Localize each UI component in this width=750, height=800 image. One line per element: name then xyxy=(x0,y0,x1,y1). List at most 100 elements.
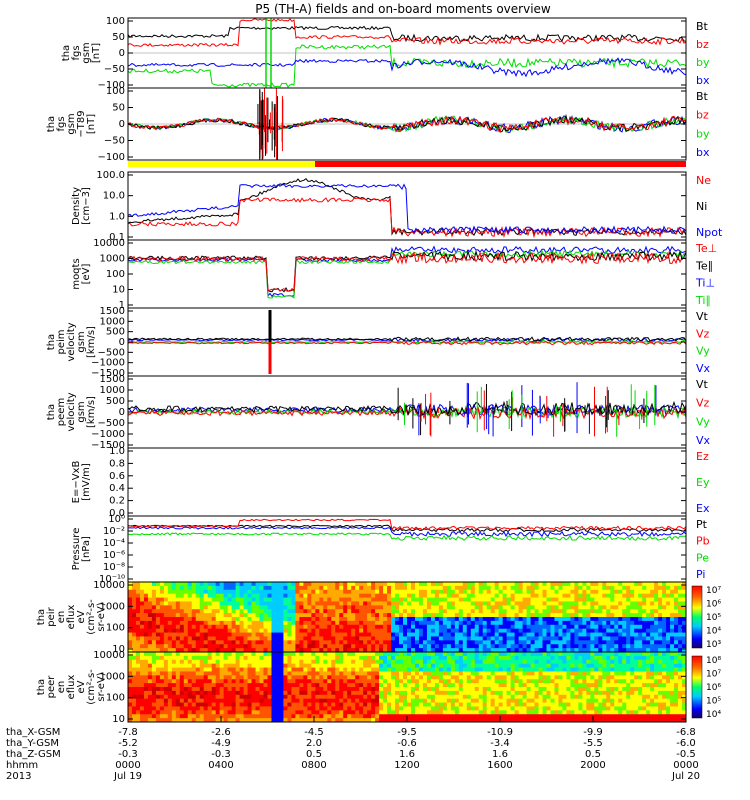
spectrogram-cell xyxy=(267,694,273,700)
spectrogram-cell xyxy=(199,585,205,591)
spectrogram-cell xyxy=(526,597,532,603)
spectrogram-cell xyxy=(422,687,428,692)
spectrogram-cell xyxy=(295,675,300,680)
spectrogram-cell xyxy=(442,694,448,700)
spectrogram-cell xyxy=(283,624,289,630)
spectrogram-cell xyxy=(662,601,667,606)
spectrogram-cell xyxy=(243,632,249,638)
spectrogram-cell xyxy=(407,636,412,641)
spectrogram-cell xyxy=(235,659,241,665)
spectrogram-cell xyxy=(630,632,635,638)
spectrogram-cell xyxy=(339,640,344,645)
spectrogram-cell xyxy=(355,702,360,708)
spectrogram-cell xyxy=(566,694,572,700)
spectrogram-cell xyxy=(454,710,460,715)
spectrogram-cell xyxy=(359,609,364,614)
spectrogram-cell xyxy=(442,718,448,722)
spectrogram-cell xyxy=(474,628,480,634)
spectrogram-cell xyxy=(646,628,651,634)
spectrogram-cell xyxy=(407,652,412,657)
spectrogram-cell xyxy=(570,671,575,676)
spectrogram-cell xyxy=(319,605,324,610)
spectrogram-cell xyxy=(167,620,173,626)
spectrogram-cell xyxy=(163,667,169,673)
spectrogram-cell xyxy=(367,655,372,661)
spectrogram-cell xyxy=(287,636,293,641)
spectrogram-cell xyxy=(510,644,516,649)
spectrogram-cell xyxy=(371,620,376,626)
panel-frame xyxy=(127,447,687,517)
spectrogram-cell xyxy=(610,605,615,610)
spectrogram-cell xyxy=(566,624,572,630)
spectrogram-cell xyxy=(442,640,448,645)
spectrogram-cell xyxy=(287,679,293,684)
spectrogram-cell xyxy=(359,690,364,696)
y-axis-label: [cm−3] xyxy=(81,187,92,225)
spectrogram-cell xyxy=(219,718,225,722)
y-tick-label: 100.0 xyxy=(96,170,125,181)
spectrogram-cell xyxy=(538,585,544,591)
spectrogram-cell xyxy=(255,718,261,722)
spectrogram-cell xyxy=(147,597,153,603)
spectrogram-cell xyxy=(387,683,392,688)
spectrogram-cell xyxy=(578,617,583,622)
spectrogram-cell xyxy=(175,667,181,673)
spectrogram-cell xyxy=(626,585,631,591)
spectrogram-cell xyxy=(642,613,647,618)
spectrogram-cell xyxy=(187,613,193,618)
spectrogram-cell xyxy=(135,714,141,719)
spectrogram-cell xyxy=(403,640,408,645)
spectrogram-cell xyxy=(654,585,659,591)
spectrogram-cell xyxy=(227,655,233,661)
spectrogram-cell xyxy=(239,644,245,649)
spectrogram-cell xyxy=(163,640,169,645)
spectrogram-cell xyxy=(598,624,603,630)
spectrogram-cell xyxy=(311,663,316,669)
spectrogram-cell xyxy=(606,644,611,649)
y-axis-label: peir xyxy=(46,606,57,626)
spectrogram-cell xyxy=(414,706,420,711)
spectrogram-cell xyxy=(510,714,516,719)
spectrogram-cell xyxy=(183,671,189,676)
spectrogram-cell xyxy=(490,601,496,606)
spectrogram-cell xyxy=(410,620,416,626)
spectrogram-cell xyxy=(339,585,344,591)
spectrogram-cell xyxy=(550,620,556,626)
spectrogram-cell xyxy=(363,698,368,704)
spectrogram-cell xyxy=(470,597,476,603)
spectrogram-cell xyxy=(207,601,213,606)
spectrogram-cell xyxy=(438,671,444,676)
spectrogram-cell xyxy=(239,624,245,630)
legend-entry: bz xyxy=(696,109,709,122)
spectrogram-cell xyxy=(566,663,572,669)
spectrogram-cell xyxy=(622,624,627,630)
legend-entry: Vz xyxy=(696,397,710,410)
spectrogram-cell xyxy=(255,628,261,634)
spectrogram-cell xyxy=(367,663,372,669)
spectrogram-cell xyxy=(570,675,575,680)
spectrogram-cell xyxy=(510,690,516,696)
spectrogram-cell xyxy=(195,694,201,700)
spectrogram-cell xyxy=(135,648,141,652)
spectrogram-cell xyxy=(239,718,245,722)
spectrogram-cell xyxy=(510,718,516,722)
spectrogram-cell xyxy=(151,620,157,626)
spectrogram-cell xyxy=(375,706,380,711)
spectrogram-cell xyxy=(466,659,472,665)
spectrogram-cell xyxy=(538,698,544,704)
spectrogram-cell xyxy=(135,589,141,595)
spectrogram-cell xyxy=(375,601,380,606)
spectrogram-cell xyxy=(478,617,484,622)
spectrogram-cell xyxy=(367,582,372,587)
spectrogram-cell xyxy=(387,690,392,696)
spectrogram-cell xyxy=(295,582,300,587)
spectrogram-cell xyxy=(566,718,572,722)
spectrogram-cell xyxy=(442,617,448,622)
spectrogram-cell xyxy=(367,640,372,645)
spectrogram-cell xyxy=(363,628,368,634)
spectrogram-cell xyxy=(291,659,296,665)
spectrogram-cell xyxy=(518,702,524,708)
spectrogram-cell xyxy=(542,652,548,657)
spectrogram-cell xyxy=(391,585,396,591)
spectrogram-cell xyxy=(498,667,504,673)
